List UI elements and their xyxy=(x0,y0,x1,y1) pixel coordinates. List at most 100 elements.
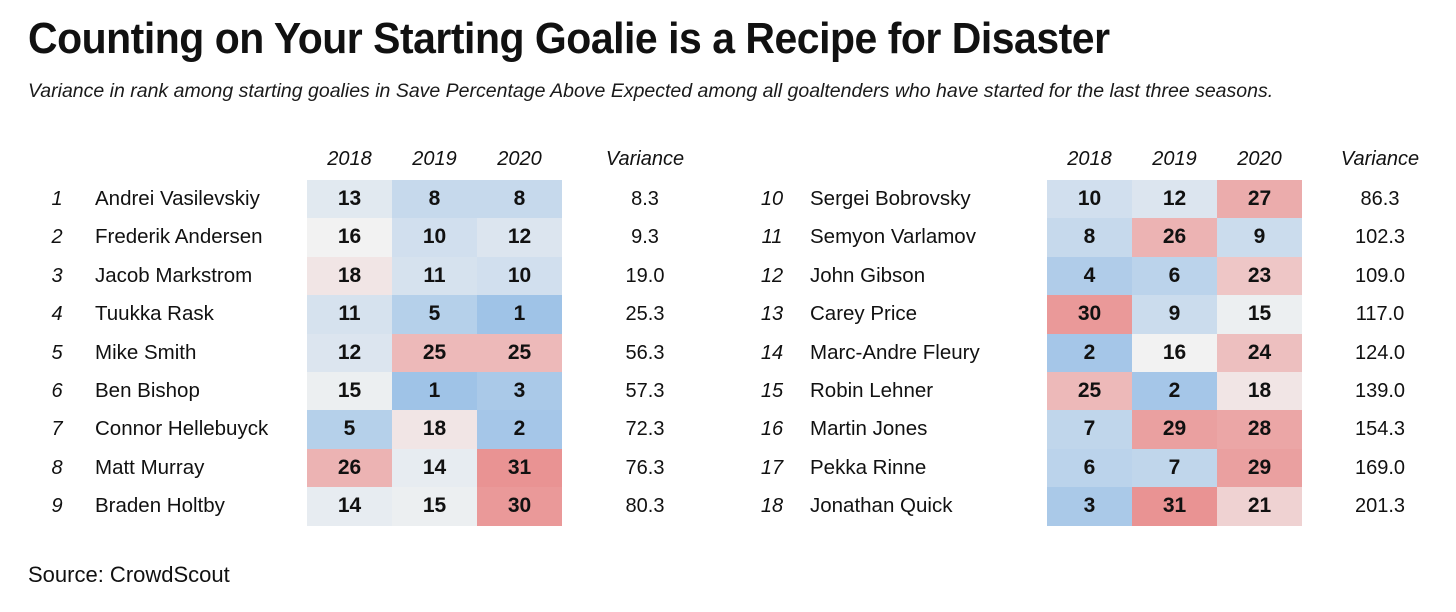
goalie-rank: 8 xyxy=(51,456,63,479)
variance-value: 154.3 xyxy=(1354,418,1406,441)
heatmap-cell-2018: 12 xyxy=(307,333,392,372)
heatmap-cell-2018: 5 xyxy=(307,410,392,449)
heatmap-cell-2019: 18 xyxy=(392,410,477,449)
variance-value: 72.3 xyxy=(625,418,665,441)
goalie-rank: 5 xyxy=(51,341,63,364)
heatmap-cell-2019: 1 xyxy=(392,372,477,411)
variance-value: 169.0 xyxy=(1354,456,1406,479)
goalie-rank: 15 xyxy=(760,380,784,402)
goalie-name: Frederik Andersen xyxy=(95,225,263,249)
heatmap-cell-2019: 9 xyxy=(1132,295,1217,334)
variance-value: 80.3 xyxy=(625,495,665,518)
goalie-rank: 11 xyxy=(761,226,783,249)
heatmap-cell-2018: 8 xyxy=(1047,218,1132,257)
goalie-name: Pekka Rinne xyxy=(810,455,927,479)
heatmap-cell-2020: 29 xyxy=(1217,448,1302,488)
heatmap-cell-2019: 2 xyxy=(1132,372,1217,411)
heatmap-cell-2019: 10 xyxy=(392,218,477,257)
column-header-2019: 2019 xyxy=(412,148,457,170)
chart-subtitle: Variance in rank among starting goalies … xyxy=(28,80,1274,102)
heatmap-cell-2020: 23 xyxy=(1217,256,1302,296)
variance-value: 117.0 xyxy=(1355,303,1405,326)
heatmap-cell-2020: 1 xyxy=(477,295,562,334)
goalie-name: Tuukka Rask xyxy=(95,302,214,326)
heatmap-cell-2018: 4 xyxy=(1047,256,1132,296)
heatmap-cell-2020: 27 xyxy=(1217,180,1302,219)
heatmap-cell-2020: 25 xyxy=(477,333,562,372)
heatmap-cell-2018: 2 xyxy=(1047,333,1132,372)
heatmap-cell-2019: 8 xyxy=(392,180,477,219)
goalie-name: Carey Price xyxy=(810,302,918,326)
goalie-name: Jacob Markstrom xyxy=(95,263,253,287)
goalie-name: Connor Hellebuyck xyxy=(95,417,269,441)
column-header-2018: 2018 xyxy=(327,148,372,170)
heatmap-cell-2018: 6 xyxy=(1047,448,1132,488)
heatmap-cell-2019: 29 xyxy=(1132,410,1217,449)
chart-title: Counting on Your Starting Goalie is a Re… xyxy=(28,14,1110,63)
goalie-name: Andrei Vasilevskiy xyxy=(95,187,260,210)
goalie-rank: 14 xyxy=(760,341,784,364)
goalie-name: Robin Lehner xyxy=(810,379,934,402)
column-header-variance: Variance xyxy=(1340,148,1420,170)
column-header-variance: Variance xyxy=(605,148,685,170)
goalie-rank: 9 xyxy=(51,495,63,518)
goalie-rank: 4 xyxy=(51,303,63,326)
variance-value: 102.3 xyxy=(1354,226,1406,249)
goalie-rank: 13 xyxy=(760,303,784,326)
variance-value: 57.3 xyxy=(625,380,665,402)
goalie-name: Matt Murray xyxy=(95,455,205,479)
heatmap-cell-2019: 26 xyxy=(1132,218,1217,257)
heatmap-cell-2018: 15 xyxy=(307,372,392,411)
heatmap-cell-2018: 3 xyxy=(1047,487,1132,526)
goalie-rank: 18 xyxy=(760,495,784,518)
goalie-name: Martin Jones xyxy=(810,417,928,441)
variance-value: 19.0 xyxy=(625,264,665,287)
heatmap-cell-2019: 15 xyxy=(392,487,477,526)
heatmap-cell-2018: 18 xyxy=(307,256,392,296)
variance-value: 9.3 xyxy=(631,226,659,249)
goalie-name: Marc-Andre Fleury xyxy=(810,340,980,364)
variance-value: 8.3 xyxy=(631,188,659,210)
goalie-rank: 10 xyxy=(760,188,784,210)
goalie-name: Jonathan Quick xyxy=(810,494,953,518)
variance-value: 56.3 xyxy=(625,341,665,364)
heatmap-cell-2018: 10 xyxy=(1047,180,1132,219)
goalie-name: Sergei Bobrovsky xyxy=(810,187,971,210)
heatmap-cell-2019: 16 xyxy=(1132,333,1217,372)
goalie-name: Ben Bishop xyxy=(95,379,200,402)
goalie-name: Mike Smith xyxy=(95,340,197,364)
variance-value: 86.3 xyxy=(1360,188,1400,210)
variance-value: 109.0 xyxy=(1354,264,1406,287)
variance-value: 76.3 xyxy=(625,456,665,479)
goalie-name: John Gibson xyxy=(810,263,926,287)
heatmap-cell-2020: 30 xyxy=(477,487,562,526)
heatmap-cell-2019: 31 xyxy=(1132,487,1217,526)
heatmap-cell-2020: 28 xyxy=(1217,410,1302,449)
heatmap-cell-2018: 13 xyxy=(307,180,392,219)
heatmap-cell-2018: 14 xyxy=(307,487,392,526)
heatmap-cell-2019: 7 xyxy=(1132,448,1217,488)
heatmap-cell-2020: 18 xyxy=(1217,372,1302,411)
variance-value: 139.0 xyxy=(1354,380,1406,402)
goalie-rank: 1 xyxy=(51,188,63,210)
column-header-2020: 2020 xyxy=(1237,148,1282,170)
heatmap-cell-2020: 2 xyxy=(477,410,562,449)
goalie-rank: 12 xyxy=(760,264,784,287)
goalie-name: Semyon Varlamov xyxy=(810,225,976,249)
heatmap-cell-2020: 24 xyxy=(1217,333,1302,372)
heatmap-cell-2018: 30 xyxy=(1047,295,1132,334)
heatmap-cell-2018: 11 xyxy=(307,295,392,334)
goalie-rank: 7 xyxy=(51,418,63,441)
heatmap-cell-2020: 21 xyxy=(1217,487,1302,526)
heatmap-cell-2018: 16 xyxy=(307,218,392,257)
source-note: Source: CrowdScout xyxy=(28,562,230,587)
heatmap-cell-2019: 11 xyxy=(392,256,477,296)
goalie-rank: 6 xyxy=(51,380,63,402)
variance-value: 124.0 xyxy=(1354,341,1406,364)
goalie-rank: 17 xyxy=(760,456,784,479)
heatmap-cell-2019: 25 xyxy=(392,333,477,372)
heatmap-cell-2019: 12 xyxy=(1132,180,1217,219)
column-header-2020: 2020 xyxy=(497,148,542,170)
heatmap-cell-2020: 9 xyxy=(1217,218,1302,257)
heatmap-cell-2018: 26 xyxy=(307,448,392,488)
